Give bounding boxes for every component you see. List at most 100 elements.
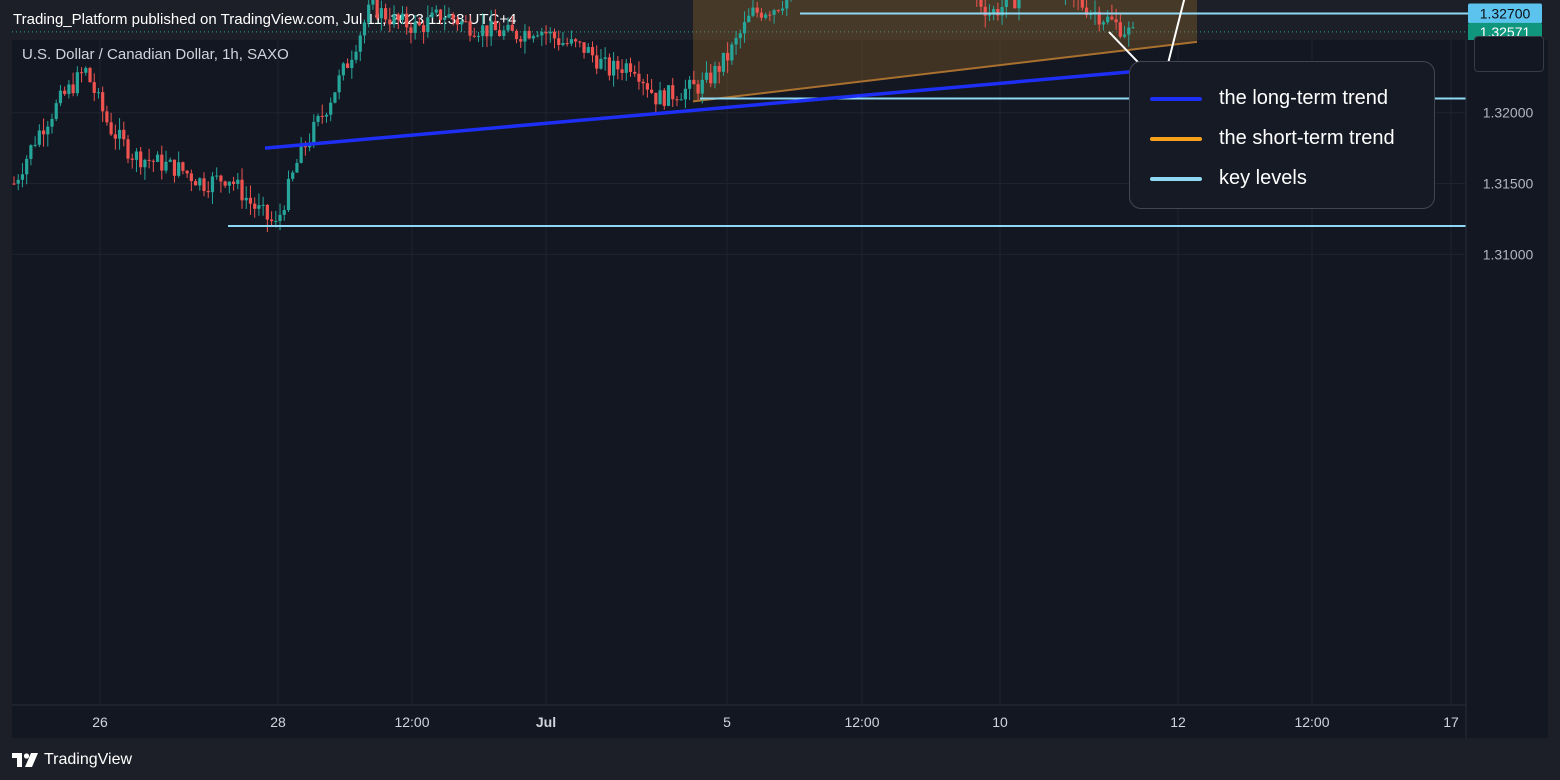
candle-body <box>400 13 405 20</box>
candle-body <box>20 174 25 180</box>
candle-body <box>396 14 400 20</box>
candle-body <box>193 181 198 186</box>
candle-body <box>177 162 181 176</box>
candle-body <box>333 92 337 103</box>
x-tick-label: 10 <box>992 714 1008 730</box>
candle-body <box>1013 0 1017 9</box>
candle-body <box>71 84 75 94</box>
candle-body <box>189 173 193 182</box>
candlestick-series <box>12 0 1135 232</box>
candle-body <box>603 57 607 59</box>
x-tick-label: 28 <box>270 714 286 730</box>
candle-body <box>265 204 269 220</box>
candle-body <box>151 160 155 162</box>
chart-settings-button[interactable] <box>1474 36 1544 72</box>
candle-body <box>215 175 219 177</box>
candle-body <box>1118 22 1122 37</box>
candle-body <box>291 172 295 179</box>
candle-body <box>379 8 383 19</box>
candle-body <box>367 4 371 23</box>
candle-body <box>502 30 506 36</box>
y-tick-label: 1.32000 <box>1483 105 1534 121</box>
candle-body <box>485 25 489 37</box>
candle-body <box>358 35 362 52</box>
candle-body <box>578 41 582 43</box>
candle-body <box>455 19 459 25</box>
candle-body <box>510 24 514 31</box>
candle-body <box>231 181 236 184</box>
candle-body <box>409 27 413 33</box>
candle-body <box>987 14 992 16</box>
candle-body <box>704 72 709 80</box>
candle-body <box>1084 7 1089 16</box>
candle-body <box>742 22 747 34</box>
candle-body <box>185 170 189 174</box>
candle-body <box>354 51 358 60</box>
legend-item-long-term: the long-term trend <box>1150 87 1388 110</box>
candle-body <box>269 219 274 222</box>
candle-body <box>582 42 586 53</box>
candle-body <box>548 31 552 34</box>
candle-body <box>227 181 231 186</box>
candle-body <box>274 220 278 222</box>
price-axis-bg <box>1466 40 1548 738</box>
candle-body <box>75 72 79 94</box>
candle-body <box>776 10 780 12</box>
candle-body <box>595 55 599 69</box>
candle-body <box>84 68 88 73</box>
long-term-trendline <box>264 64 1198 150</box>
candle-body <box>713 65 717 84</box>
candle-body <box>996 9 1000 16</box>
candle-body <box>430 12 434 18</box>
tradingview-logo-icon <box>12 753 38 767</box>
candle-body <box>312 121 316 143</box>
candle-body <box>79 72 84 74</box>
candle-body <box>662 90 666 106</box>
candle-body <box>785 0 789 9</box>
candle-body <box>248 197 253 204</box>
candle-body <box>160 154 164 171</box>
candle-body <box>755 7 759 13</box>
candle-body <box>616 60 620 70</box>
legend-box: the long-term trend the short-term trend… <box>1129 61 1435 209</box>
candle-body <box>92 82 96 93</box>
channel-lower-line <box>692 40 1198 103</box>
candle-body <box>41 130 46 135</box>
x-tick-label: 5 <box>723 714 731 730</box>
legend-swatch-short-term <box>1150 136 1202 141</box>
candle-body <box>345 63 350 68</box>
candle-body <box>134 151 139 160</box>
candle-body <box>645 83 649 90</box>
candle-body <box>261 204 265 206</box>
candle-body <box>620 69 624 73</box>
candle-body <box>468 21 472 36</box>
candle-body <box>257 205 261 209</box>
candle-body <box>721 52 726 72</box>
channel-fill <box>693 0 1197 102</box>
candle-body <box>717 65 721 72</box>
candle-body <box>50 118 54 127</box>
candle-body <box>1000 7 1004 16</box>
candle-body <box>447 14 451 18</box>
legend-item-short-term: the short-term trend <box>1150 127 1395 150</box>
candle-body <box>565 43 569 45</box>
candle-body <box>709 72 713 84</box>
key-level-label: 1.32700 <box>1480 6 1531 22</box>
y-tick-label: 1.31500 <box>1483 176 1534 192</box>
candle-body <box>696 84 700 94</box>
long-term-trendline-group <box>264 64 1198 150</box>
candle-body <box>700 79 704 94</box>
candle-body <box>219 175 223 182</box>
candle-body <box>764 14 768 18</box>
footer-bar: TradingView <box>0 738 1560 780</box>
candle-body <box>320 115 324 117</box>
candle-body <box>1097 11 1101 25</box>
candle-body <box>460 21 464 25</box>
candle-body <box>650 89 654 93</box>
candle-body <box>438 9 443 20</box>
candle-body <box>350 59 354 68</box>
tradingview-logo[interactable]: TradingView <box>12 751 132 769</box>
candle-body <box>33 144 37 146</box>
candle-body <box>278 214 282 221</box>
